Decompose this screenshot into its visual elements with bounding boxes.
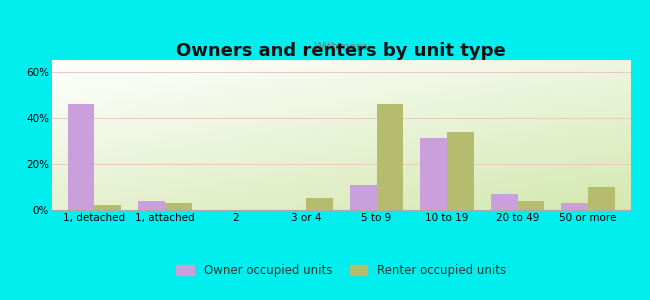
Title: Owners and renters by unit type: Owners and renters by unit type bbox=[176, 42, 506, 60]
Bar bbox=[138, 201, 165, 210]
Legend: Owner occupied units, Renter occupied units: Owner occupied units, Renter occupied un… bbox=[177, 264, 506, 277]
Bar bbox=[306, 199, 333, 210]
Bar bbox=[491, 194, 517, 210]
Bar bbox=[447, 131, 474, 210]
Bar bbox=[517, 201, 545, 210]
Bar bbox=[376, 104, 404, 210]
Bar bbox=[421, 139, 447, 210]
Bar bbox=[165, 203, 192, 210]
Bar bbox=[588, 187, 615, 210]
Bar bbox=[94, 206, 121, 210]
Bar bbox=[68, 104, 94, 210]
Bar bbox=[350, 184, 376, 210]
Bar bbox=[562, 203, 588, 210]
Text: Withmere: Withmere bbox=[314, 43, 369, 52]
